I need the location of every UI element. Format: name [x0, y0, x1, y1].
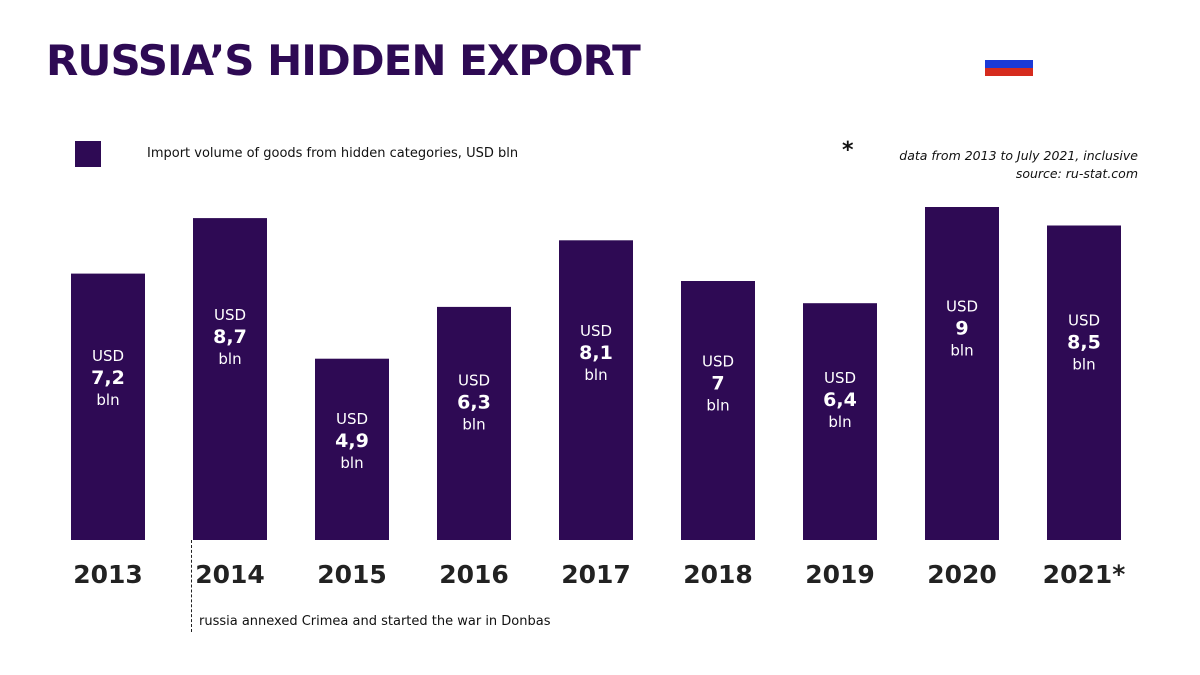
bar-value-label-8: 8,5	[1067, 331, 1101, 353]
bar-value-label-0: 7,2	[91, 367, 125, 389]
bar-4	[559, 240, 633, 541]
bar-label-prefix-3: USD	[458, 372, 490, 390]
x-tick-label-4: 2017	[561, 560, 631, 589]
bar-value-label-7: 9	[955, 318, 968, 340]
bar-value-label-5: 7	[711, 372, 724, 394]
bar-5	[681, 281, 755, 540]
bar-label-prefix-8: USD	[1068, 311, 1100, 329]
footnote-asterisk: *	[842, 138, 854, 163]
annotation-divider-line	[191, 540, 192, 632]
x-tick-label-1: 2014	[195, 560, 265, 589]
bar-3	[437, 306, 511, 540]
x-tick-label-3: 2016	[439, 560, 509, 589]
bar-label-prefix-1: USD	[214, 306, 246, 324]
bar-label-suffix-0: bln	[96, 391, 119, 409]
bar-1	[193, 218, 267, 540]
bar-value-label-1: 8,7	[213, 326, 247, 348]
bar-7	[925, 207, 999, 540]
flag-stripe-red	[985, 68, 1033, 76]
annotation-text: russia annexed Crimea and started the wa…	[199, 614, 551, 629]
bar-label-suffix-4: bln	[584, 366, 607, 384]
footnote-data-range: data from 2013 to July 2021, inclusive	[899, 148, 1138, 163]
x-tick-label-5: 2018	[683, 560, 753, 589]
bar-2	[315, 358, 389, 540]
bar-label-suffix-6: bln	[828, 413, 851, 431]
bar-label-suffix-3: bln	[462, 416, 485, 434]
x-tick-label-8: 2021*	[1043, 560, 1126, 589]
bar-label-prefix-4: USD	[580, 322, 612, 340]
bar-label-prefix-0: USD	[92, 347, 124, 365]
flag-stripe-white	[985, 52, 1033, 60]
bar-label-prefix-6: USD	[824, 369, 856, 387]
bar-value-label-2: 4,9	[335, 430, 369, 452]
legend-swatch	[75, 141, 101, 167]
bar-label-suffix-1: bln	[218, 350, 241, 368]
bar-value-label-3: 6,3	[457, 392, 491, 414]
bar-label-prefix-2: USD	[336, 410, 368, 428]
bar-label-suffix-8: bln	[1072, 355, 1095, 373]
bar-8	[1047, 225, 1121, 540]
bar-6	[803, 303, 877, 540]
bar-label-suffix-2: bln	[340, 454, 363, 472]
bar-label-suffix-7: bln	[950, 342, 973, 360]
x-tick-label-0: 2013	[73, 560, 143, 589]
x-tick-label-2: 2015	[317, 560, 387, 589]
bar-value-label-6: 6,4	[823, 389, 857, 411]
bar-label-prefix-7: USD	[946, 298, 978, 316]
flag-stripe-blue	[985, 60, 1033, 68]
bar-label-suffix-5: bln	[706, 396, 729, 414]
bar-value-label-4: 8,1	[579, 342, 613, 364]
bar-0	[71, 273, 145, 540]
chart-title: RUSSIA’S HIDDEN EXPORT	[46, 36, 641, 85]
footnote-source: source: ru-stat.com	[1015, 166, 1138, 181]
russia-flag-icon	[985, 52, 1033, 76]
x-tick-label-6: 2019	[805, 560, 875, 589]
x-tick-label-7: 2020	[927, 560, 997, 589]
legend-label: Import volume of goods from hidden categ…	[147, 146, 519, 161]
bar-label-prefix-5: USD	[702, 352, 734, 370]
